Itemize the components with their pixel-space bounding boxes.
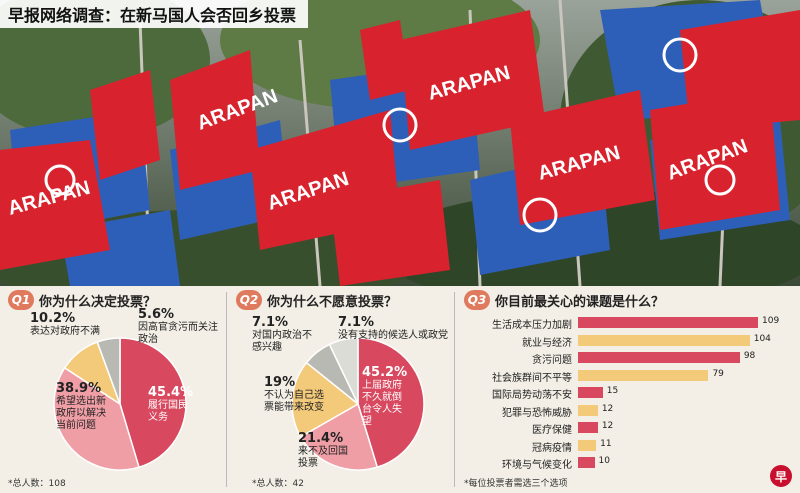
q2-label-5: 7.1% 没有支持的候选人或政党 (338, 315, 448, 342)
q2-slice-2 (299, 402, 379, 471)
q1-label-3: 10.2% 表达对政府不满 (30, 311, 100, 338)
q3-bar-label: 生活成本压力加剧 (492, 320, 572, 331)
q1-pie-chart (53, 337, 187, 471)
q2-slice-5 (328, 337, 359, 405)
q3-badge: Q3 (464, 290, 490, 310)
q3-bar (578, 317, 758, 328)
q3-bar-value: 79 (712, 368, 724, 379)
q3-bar-value: 10 (598, 456, 610, 466)
q1-label-2: 38.9% 希望选出新政府以解决当前问题 (56, 381, 106, 432)
q3-question: 你目前最关心的课题是什么？ (495, 294, 665, 310)
q1-label-4: 5.6% 因高官贪污而关注政治 (138, 307, 218, 346)
q3-header: Q3 你目前最关心的课题是什么？ (464, 290, 664, 310)
divider (226, 292, 227, 487)
q1-slice-4 (96, 337, 121, 405)
q3-bar-value: 98 (743, 351, 756, 361)
q3-bar-label: 贪污问题 (532, 355, 572, 366)
flags-photo: ARAPAN ARAPAN ARAPAN ARAPAN ARAPAN ARAPA… (0, 0, 800, 286)
q2-header: Q2 你为什么不愿意投票？ (236, 290, 397, 310)
q1-panel: Q1 你为什么决定投票？ 10.2% 表达对政府不满 5.6% 因高官贪污而关注政治… (0, 286, 225, 493)
q3-bar-label: 犯罪与恐怖威胁 (502, 407, 572, 419)
q2-label-3: 19% 不认为自己选票能带来改变 (264, 375, 324, 414)
q3-bar-value: 12 (601, 421, 614, 431)
divider (454, 292, 455, 487)
q3-bar-label: 国际局势动荡不安 (492, 390, 572, 401)
q1-slice-2 (53, 366, 140, 471)
survey-panels: Q1 你为什么决定投票？ 10.2% 表达对政府不满 5.6% 因高官贪污而关注政治… (0, 286, 800, 493)
q3-bar (578, 387, 603, 398)
q3-bar (578, 334, 750, 346)
q2-label-4: 7.1% 对国内政治不感兴趣 (252, 315, 312, 354)
q1-slice-1 (119, 337, 187, 469)
q2-question: 你为什么不愿意投票？ (267, 294, 398, 310)
q1-question: 你为什么决定投票？ (39, 294, 157, 310)
q3-bar-label: 环境与气候变化 (502, 460, 572, 471)
q3-bar (578, 457, 595, 468)
q1-total: *总人数：108 (8, 479, 66, 489)
q2-pie-chart (291, 337, 425, 471)
q2-slice-1 (357, 337, 425, 469)
q2-total: *总人数：42 (252, 479, 304, 489)
q3-bar-value: 15 (606, 386, 619, 396)
q3-bar-chart: 生活成本压力加剧 109 就业与经济 104 贪污问题 98 社会族群间不平等 79 国际局势动… (460, 316, 790, 476)
q3-bar-label: 社会族群间不平等 (492, 372, 572, 384)
q2-label-2: 21.4% 来不及回国投票 (298, 431, 348, 470)
q2-label-1: 45.2% 上届政府不久就倒台令人失望 (362, 365, 408, 428)
q2-slice-3 (291, 361, 360, 438)
q3-bar-value: 11 (600, 438, 612, 449)
q3-bar (578, 352, 740, 363)
q3-bar (578, 369, 709, 381)
zaobao-logo: 早 (770, 465, 792, 487)
q3-bar (578, 422, 598, 433)
q1-label-1: 45.4% 履行国民义务 (148, 385, 194, 424)
q3-bar-label: 医疗保健 (532, 425, 572, 436)
page-title: 早报网络调查：在新马国人会否回乡投票 (0, 0, 309, 28)
q1-header: Q1 你为什么决定投票？ (8, 290, 156, 310)
q3-bar-value: 12 (601, 403, 614, 414)
q3-bar-value: 104 (753, 333, 771, 344)
q2-badge: Q2 (236, 290, 262, 310)
q3-bar (578, 439, 597, 451)
q2-panel: Q2 你为什么不愿意投票？ 7.1% 对国内政治不感兴趣 7.1% 没有支持的候选人… (228, 286, 453, 493)
q3-bar-label: 就业与经济 (522, 337, 572, 349)
q3-bar (578, 404, 598, 416)
q1-badge: Q1 (8, 290, 34, 310)
q3-bar-label: 冠病疫情 (532, 442, 572, 454)
q3-bar-value: 109 (762, 316, 780, 326)
q3-note: *每位投票者需选三个选项 (464, 479, 568, 489)
q3-panel: Q3 你目前最关心的课题是什么？ 生活成本压力加剧 109 就业与经济 104 贪污问题… (456, 286, 800, 493)
